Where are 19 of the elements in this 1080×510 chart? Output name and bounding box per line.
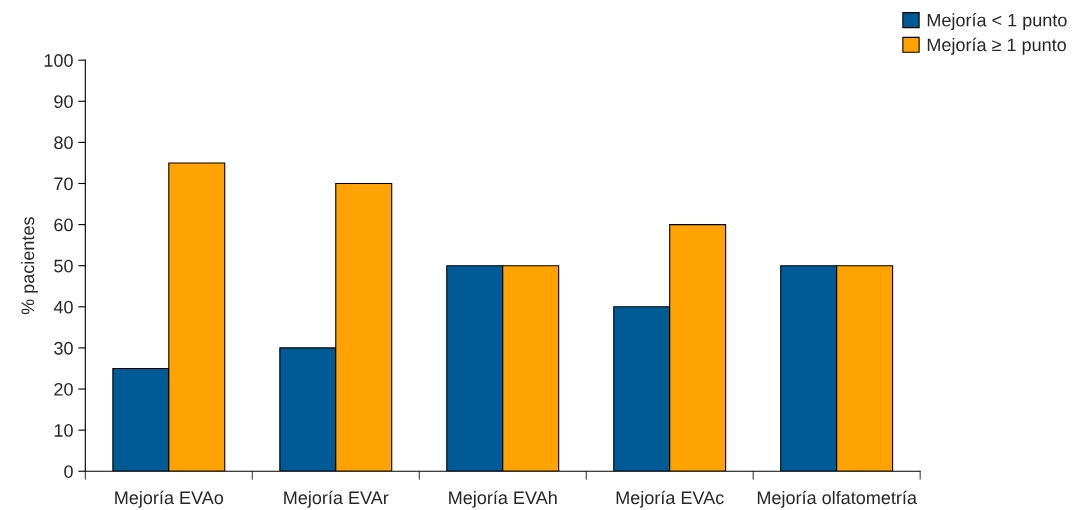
legend-label: Mejoría < 1 punto: [927, 13, 1067, 31]
x-tick-label: Mejoría olfatometría: [757, 490, 917, 508]
x-tick-label: Mejoría EVAr: [284, 490, 389, 508]
y-axis-title: % pacientes: [21, 217, 38, 315]
y-tick-label: 50: [54, 259, 73, 273]
y-tick-label: 80: [54, 136, 73, 150]
y-tick-label: 70: [54, 177, 73, 191]
y-tick-label: 10: [54, 424, 73, 437]
y-tick-label: 30: [54, 341, 73, 355]
y-tick-label: 20: [54, 382, 73, 396]
x-tick-label: Mejoría EVAh: [449, 490, 557, 508]
y-tick-label: 0: [64, 465, 73, 478]
y-tick-label: 60: [54, 218, 73, 232]
y-tick-label: 100: [44, 54, 73, 67]
y-tick-label: 40: [53, 300, 73, 314]
x-tick-label: Mejoría EVAc: [616, 490, 724, 508]
legend-label: Mejoría ≥ 1 punto: [927, 37, 1066, 55]
y-tick-label: 90: [54, 95, 73, 109]
x-tick-label: Mejoría EVAo: [115, 490, 224, 508]
